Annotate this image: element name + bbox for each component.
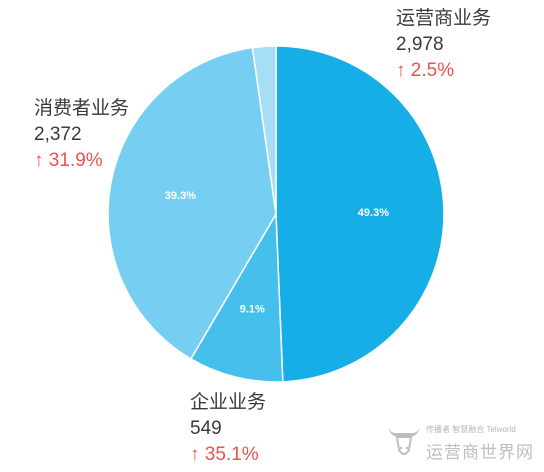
label-enterprise: 企业业务 549 ↑ 35.1% xyxy=(190,390,266,468)
pie-slice-1 xyxy=(189,211,284,383)
pie-slice-3 xyxy=(251,45,277,215)
pie-slice-pct-label-1: 9.1% xyxy=(240,304,265,316)
label-telecom-name: 运营商业务 xyxy=(396,8,492,29)
pie-slice-pct-label-0: 49.3% xyxy=(358,207,389,219)
label-telecom-change: ↑ 2.5% xyxy=(396,60,455,81)
pie-slice-0 xyxy=(275,45,445,383)
label-enterprise-change: ↑ 35.1% xyxy=(190,444,259,465)
pie-slice-2 xyxy=(107,46,277,360)
label-enterprise-value: 549 xyxy=(190,418,222,439)
watermark-big-text: 运营商世界网 xyxy=(426,443,534,462)
label-telecom-value: 2,978 xyxy=(396,34,444,55)
label-consumer-value: 2,372 xyxy=(34,124,82,145)
watermark: 传播者 智慧融合 Telworld 运营商世界网 xyxy=(386,418,536,466)
label-consumer-change: ↑ 31.9% xyxy=(34,150,103,171)
pie-slice-pct-label-2: 39.3% xyxy=(165,190,196,202)
label-telecom: 运营商业务 2,978 ↑ 2.5% xyxy=(396,6,491,84)
label-enterprise-name: 企业业务 xyxy=(190,392,267,413)
bull-head-logo-icon xyxy=(388,428,420,455)
watermark-small-text: 传播者 智慧融合 Telworld xyxy=(426,425,516,434)
label-consumer: 消费者业务 2,372 ↑ 31.9% xyxy=(34,96,129,174)
label-consumer-name: 消费者业务 xyxy=(34,98,130,119)
